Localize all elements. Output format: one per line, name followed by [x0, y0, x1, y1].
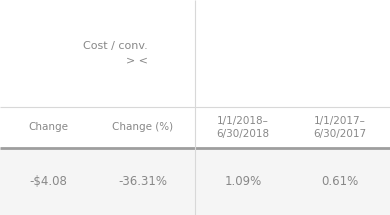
- Text: -36.31%: -36.31%: [119, 175, 167, 188]
- Text: Change: Change: [28, 123, 68, 132]
- Text: Change (%): Change (%): [112, 123, 174, 132]
- Text: Cost / conv.: Cost / conv.: [83, 40, 148, 51]
- Text: 0.61%: 0.61%: [321, 175, 359, 188]
- Text: 1.09%: 1.09%: [224, 175, 262, 188]
- Bar: [0, 148, 390, 215]
- Text: > <: > <: [126, 57, 148, 66]
- Text: -$4.08: -$4.08: [29, 175, 67, 188]
- Text: 1/1/2018–
6/30/2018: 1/1/2018– 6/30/2018: [216, 116, 269, 139]
- Text: 1/1/2017–
6/30/2017: 1/1/2017– 6/30/2017: [314, 116, 367, 139]
